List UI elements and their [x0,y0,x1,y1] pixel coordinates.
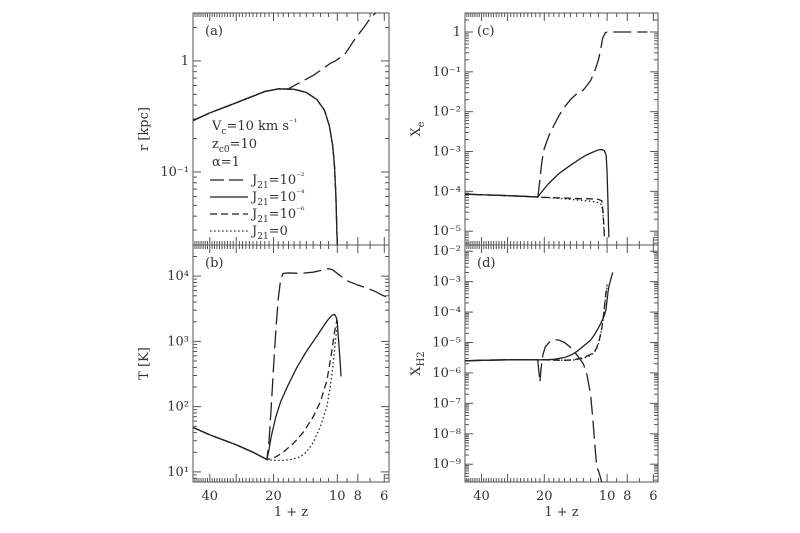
panel-d-series-long-dash [465,338,603,482]
panel-a: 10⁻¹ 1 r [kpc] (a) [137,12,390,246]
panel-d-xtick-label: 40 [473,489,490,504]
panel-b: 10¹ 10² 10³ 10⁴ 40 20 10 8 6 1 + z T [K] (b) [137,244,390,520]
panel-b-ytick-label: 10⁴ [167,269,189,284]
panel-d-series-short-dash [465,284,608,362]
panel-b-ytick-label: 10¹ [167,465,189,480]
panel-a-ytick-label: 10⁻¹ [160,165,189,180]
panel-d-xtick-label: 10 [599,489,616,504]
panel-d: 10⁻⁹ 10⁻⁸ 10⁻⁷ 10⁻⁶ 10⁻⁵ 10⁻⁴ 10⁻³ 10⁻² 40 20 10 8 6… [409,244,659,520]
panel-d-series-solid [465,272,614,362]
panel-c-series-long-dash [465,31,648,198]
panel-c-frame [464,12,659,246]
panel-c-series-solid [465,148,610,238]
panel-d-ylabel: XH2 [409,351,427,375]
panel-b-xlabel: 1 + z [274,505,308,520]
panel-d-ytick-label: 10⁻² [432,244,461,259]
panel-d-ytick-label: 10⁻⁷ [432,396,461,411]
panel-a-tag: (a) [205,24,223,39]
panel-d-xtick-label: 20 [536,489,553,504]
panel-d-frame [464,244,659,483]
panel-b-xtick-label: 10 [329,489,346,504]
panel-d-xtick-label: 6 [649,489,657,504]
panel-b-ytick-label: 10² [167,400,189,415]
panel-b-ytick-label: 10³ [167,334,189,349]
panel-a-series-dotted [193,88,338,245]
panel-b-xtick-label: 8 [354,489,362,504]
panel-d-xtick-label: 8 [623,489,631,504]
panel-d-xlabel: 1 + z [544,505,578,520]
panel-c-ytick-label: 10⁻⁴ [432,184,461,199]
panel-b-ylabel: T [K] [137,347,152,380]
legend-entry-label: J21=10⁻⁶ [250,206,305,225]
panel-c-ytick-label: 10⁻¹ [432,65,461,80]
legend-entry-label: J21=10⁻² [250,172,305,191]
panel-c-tag: (c) [477,24,494,39]
panel-b-series-dotted [193,324,338,462]
legend-param-alpha: α=1 [212,155,240,170]
legend: Vc=10 km s⁻¹zc0=10α=1J21=10⁻²J21=10⁻⁴J21… [210,118,305,242]
panel-b-tag: (b) [205,256,223,271]
legend-param-zc0: zc0=10 [212,137,257,155]
legend-entry-label: J21=10⁻⁴ [250,189,305,208]
panel-b-series-short-dash [193,317,338,461]
panel-d-ytick-label: 10⁻⁸ [432,427,461,442]
panel-d-ytick-label: 10⁻⁶ [432,366,461,381]
panel-d-ytick-label: 10⁻⁵ [432,335,461,350]
panel-b-xtick-label: 40 [201,489,218,504]
panel-c-series-short-dash [465,193,606,238]
panel-c-ylabel: Xe [409,121,427,136]
panel-c-ytick-label: 1 [453,25,461,40]
panel-c-series-dotted [465,193,606,238]
panel-d-tag: (d) [477,256,495,271]
panel-c-ytick-label: 10⁻² [432,105,461,120]
panel-c-ytick-label: 10⁻⁵ [432,224,461,239]
panel-b-xtick-label: 6 [380,489,388,504]
panel-b-series-solid [193,313,342,461]
legend-param-vc: Vc=10 km s⁻¹ [211,118,297,137]
panel-b-series-long-dash [193,268,389,461]
panel-c-ytick-label: 10⁻³ [432,145,461,160]
panel-d-series-dotted [465,286,608,362]
panel-c: 10⁻⁵ 10⁻⁴ 10⁻³ 10⁻² 10⁻¹ 1 Xe (c) [409,12,659,246]
panel-a-ytick-label: 1 [181,54,189,69]
legend-entry-label: J21=0 [250,224,288,242]
panel-d-ytick-label: 10⁻⁹ [432,457,461,472]
panel-d-ytick-label: 10⁻³ [432,275,461,290]
panel-a-ylabel: r [kpc] [137,107,152,151]
panel-b-frame [192,244,390,483]
panel-b-xtick-label: 20 [265,489,282,504]
panel-d-ytick-label: 10⁻⁴ [432,305,461,320]
